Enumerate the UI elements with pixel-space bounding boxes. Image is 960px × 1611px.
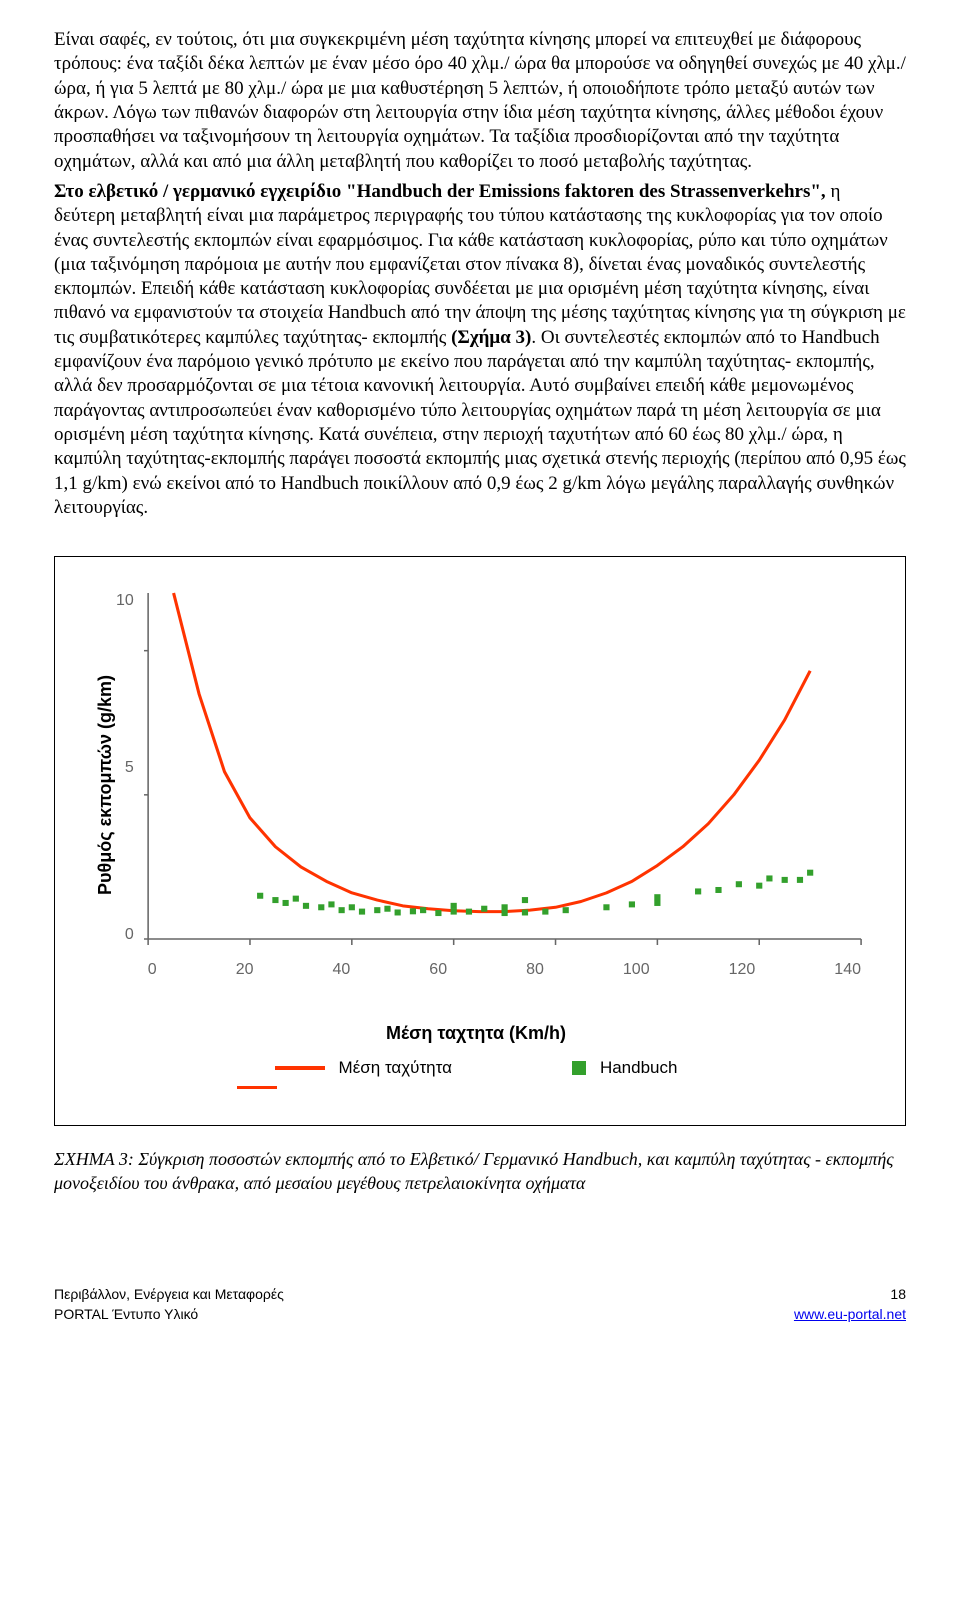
- legend-line-label: Μέση ταχύτητα: [339, 1058, 452, 1078]
- p2-figure-ref: (Σχήμα 3): [451, 327, 531, 348]
- plot-and-y: 10 5 0 0 20 40 60 80 100 120: [116, 585, 865, 985]
- legend-stray-line: [237, 1086, 277, 1089]
- y-axis-label: Ρυθμός εκπομπών (g/km): [87, 675, 116, 895]
- footer-left-line1: Περιβάλλον, Ενέργεια και Μεταφορές: [54, 1285, 284, 1305]
- chart-svg: [144, 585, 865, 955]
- plot-svg-wrap: 0 20 40 60 80 100 120 140: [144, 585, 865, 985]
- x-axis-label: Μέση ταχτητα (Km/h): [87, 1023, 865, 1044]
- x-tick: 120: [729, 961, 756, 979]
- x-tick: 40: [333, 961, 351, 979]
- legend-dot-label: Handbuch: [600, 1058, 678, 1078]
- x-tick: 140: [834, 961, 861, 979]
- legend-dot-swatch: [572, 1061, 586, 1075]
- legend-item-dot: Handbuch: [572, 1058, 678, 1078]
- footer-url[interactable]: www.eu-portal.net: [794, 1306, 906, 1322]
- x-tick: 80: [526, 961, 544, 979]
- footer-title: Περιβάλλον, Ενέργεια και Μεταφορές: [54, 1286, 284, 1302]
- page-content: Είναι σαφές, εν τούτοις, ότι μια συγκεκρ…: [0, 0, 960, 1334]
- chart-frame: Ρυθμός εκπομπών (g/km) 10 5 0 0 20 40: [54, 556, 906, 1126]
- p2-body-b: . Οι συντελεστές εκπομπών από το Handbuc…: [54, 327, 906, 518]
- x-tick: 100: [623, 961, 650, 979]
- footer-page-number: 18: [794, 1285, 906, 1305]
- paragraph-1: Είναι σαφές, εν τούτοις, ότι μια συγκεκρ…: [54, 28, 906, 174]
- footer-right: 18 www.eu-portal.net: [794, 1285, 906, 1324]
- legend: Μέση ταχύτητα Handbuch: [87, 1058, 865, 1078]
- paragraph-2: Στο ελβετικό / γερμανικό εγχειρίδιο "Han…: [54, 180, 906, 520]
- figure-caption: ΣΧΗΜΑ 3: Σύγκριση ποσοστών εκπομπής από …: [54, 1148, 906, 1195]
- legend-item-line: Μέση ταχύτητα: [275, 1058, 452, 1078]
- y-tick: 5: [116, 760, 134, 776]
- page-footer: Περιβάλλον, Ενέργεια και Μεταφορές PORTA…: [54, 1285, 906, 1324]
- y-tick: 10: [116, 593, 134, 609]
- x-ticks: 0 20 40 60 80 100 120 140: [144, 961, 865, 979]
- p2-bold-lead: Στο ελβετικό / γερμανικό εγχειρίδιο "Han…: [54, 181, 830, 202]
- legend-line-swatch: [275, 1066, 325, 1070]
- p2-body-a: η δεύτερη μεταβλητή είναι μια παράμετρος…: [54, 181, 906, 348]
- footer-left-line2: PORTAL Έντυπο Υλικό: [54, 1305, 284, 1325]
- chart-inner: Ρυθμός εκπομπών (g/km) 10 5 0 0 20 40: [87, 585, 865, 1105]
- plot-wrap: Ρυθμός εκπομπών (g/km) 10 5 0 0 20 40: [87, 585, 865, 985]
- y-tick: 0: [116, 927, 134, 943]
- footer-left: Περιβάλλον, Ενέργεια και Μεταφορές PORTA…: [54, 1285, 284, 1324]
- x-tick: 0: [148, 961, 157, 979]
- x-tick: 60: [429, 961, 447, 979]
- y-ticks: 10 5 0: [116, 593, 144, 943]
- x-tick: 20: [236, 961, 254, 979]
